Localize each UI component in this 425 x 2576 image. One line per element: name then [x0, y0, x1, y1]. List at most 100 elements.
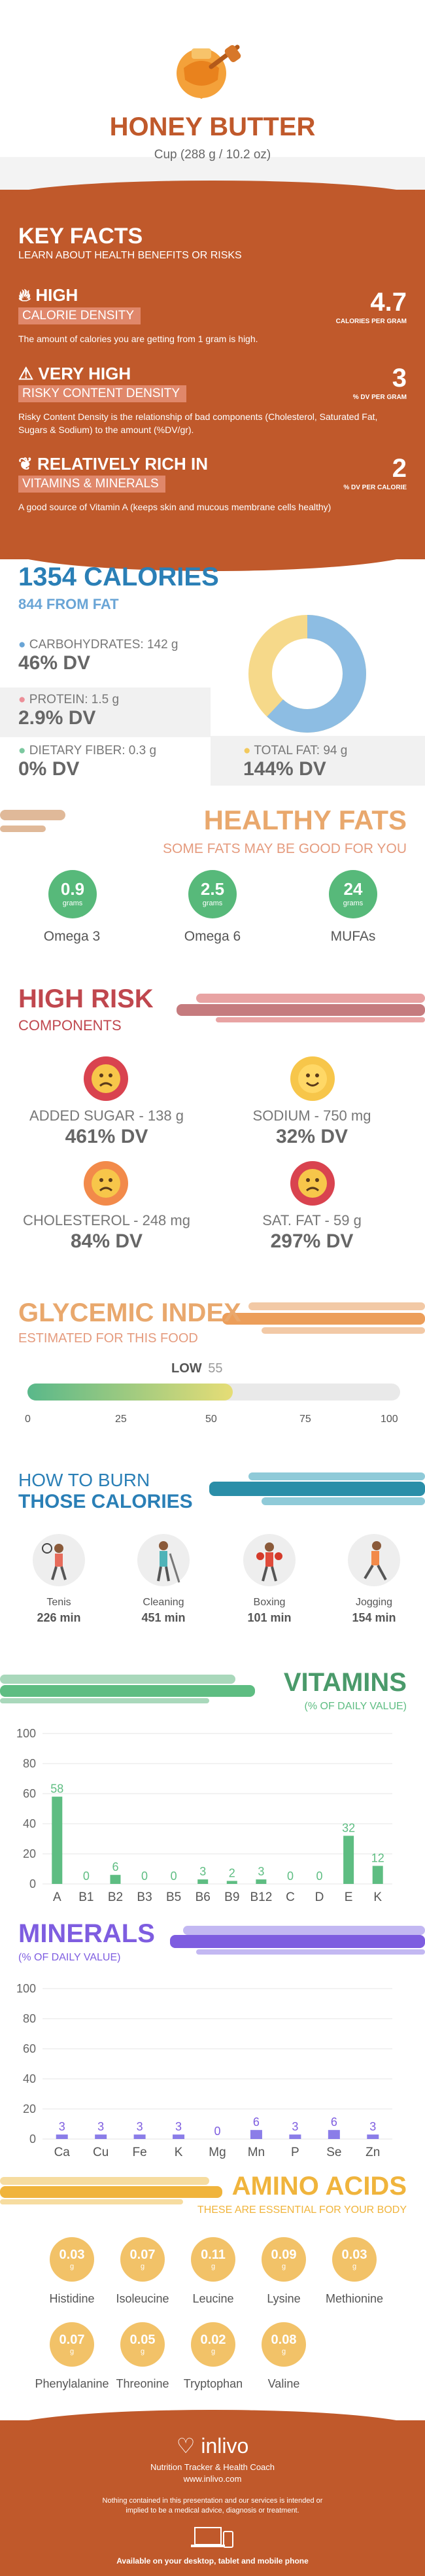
fat-stat-bg — [211, 736, 425, 786]
bar-value-label: 0 — [83, 1870, 90, 1883]
vitamins-title: VITAMINS — [283, 1668, 407, 1697]
amino-unit: g — [281, 2348, 286, 2356]
x-tick-label: Zn — [366, 2146, 380, 2159]
amino-unit: g — [211, 2263, 216, 2271]
glycemic-section: GLYCEMIC INDEX ESTIMATED FOR THIS FOOD L… — [0, 1298, 425, 1449]
bar-Cu — [95, 2134, 107, 2139]
high-risk-title: HIGH RISK — [18, 984, 154, 1013]
key-fact-value: 2 — [392, 454, 407, 483]
bar-A — [52, 1796, 63, 1884]
fiber-stat: ● DIETARY FIBER: 0.3 g 0% DV — [18, 744, 157, 780]
amino-value: 0.11 — [201, 2248, 226, 2262]
amino-value: 0.08 — [271, 2333, 297, 2347]
healthy-fats-title: HEALTHY FATS — [203, 805, 407, 835]
key-fact-desc: A good source of Vitamin A (keeps skin a… — [18, 502, 332, 512]
bar-value-label: 0 — [214, 2125, 220, 2138]
key-fact-label: RISKY CONTENT DENSITY — [18, 385, 187, 402]
x-tick-label: B5 — [166, 1890, 181, 1904]
bar-P — [289, 2134, 301, 2139]
minerals-bar-chart: 0 20 40 60 80 100 3 Ca 3 Cu 3 Fe 3 K 0 Mg 6 Mn 3 P 6 Se 3 Zn — [16, 1982, 392, 2159]
vitamins-bar-chart: 0 20 40 60 80 100 58 A 0 B1 6 B2 0 B3 0 B5 3 B6 2 B9 3 B12 0 C 0… — [16, 1727, 392, 1904]
devices-icon — [190, 2525, 235, 2551]
amino-name: Leucine — [192, 2292, 234, 2305]
y-tick-label: 20 — [23, 2102, 36, 2115]
x-tick-label: B1 — [78, 1890, 94, 1904]
amino-name: Isoleucine — [116, 2292, 169, 2305]
mufa-badge: 24 grams — [329, 870, 377, 918]
x-tick-label: A — [53, 1890, 61, 1904]
amino-unit: g — [352, 2263, 357, 2271]
healthy-fats-subtitle: SOME FATS MAY BE GOOD FOR YOU — [162, 841, 407, 856]
bar-value-label: 3 — [258, 1865, 264, 1878]
amino-badge: 0.11 g — [191, 2237, 235, 2282]
key-facts-section: KEY FACTS LEARN ABOUT HEALTH BENEFITS OR… — [0, 181, 425, 571]
amino-value: 0.07 — [129, 2248, 156, 2262]
x-tick-label: B9 — [224, 1890, 239, 1904]
key-facts-subtitle: LEARN ABOUT HEALTH BENEFITS OR RISKS — [18, 250, 242, 261]
bar-value-label: 3 — [369, 2120, 376, 2133]
amino-section: AMINO ACIDS THESE ARE ESSENTIAL FOR YOUR… — [0, 2172, 425, 2420]
y-tick-label: 100 — [16, 1727, 36, 1740]
gi-tick: 75 — [299, 1414, 311, 1425]
y-tick-label: 0 — [29, 2132, 36, 2146]
leaf-icon: ❦ — [18, 454, 33, 474]
key-fact-value: 4.7 — [370, 288, 407, 317]
page-title: HONEY BUTTER — [109, 113, 316, 141]
sad-face-icon — [84, 1056, 128, 1104]
key-fact-level: VERY HIGH — [38, 364, 131, 383]
gi-tick: 50 — [205, 1414, 217, 1425]
x-tick-label: Mn — [248, 2146, 265, 2159]
glycemic-fill — [27, 1384, 233, 1401]
burn-title: HOW TO BURN — [18, 1470, 150, 1490]
mufa-label: MUFAs — [330, 929, 376, 944]
key-fact-unit: % DV PER GRAM — [352, 394, 407, 401]
key-fact-desc: Risky Content Density is the relationshi… — [18, 411, 378, 435]
sad-face-icon — [290, 1161, 335, 1209]
amino-unit: g — [140, 2263, 145, 2271]
amino-badge: 0.02 g — [191, 2322, 235, 2367]
glycemic-level-readout: LOW 55 — [171, 1361, 223, 1376]
bar-value-label: 32 — [342, 1821, 355, 1834]
bar-value-label: 2 — [229, 1866, 235, 1879]
bar-E — [343, 1836, 354, 1884]
x-tick-label: D — [315, 1890, 324, 1904]
minerals-title: MINERALS — [18, 1919, 155, 1948]
key-fact-level: HIGH — [35, 285, 78, 305]
amino-value: 0.05 — [129, 2333, 156, 2347]
amino-badge: 0.07 g — [120, 2237, 165, 2282]
amino-name: Phenylalanine — [35, 2377, 109, 2390]
x-tick-label: K — [373, 1890, 382, 1904]
amino-title: AMINO ACIDS — [231, 2172, 407, 2201]
omega6-badge: 2.5 grams — [188, 870, 237, 918]
footer-url[interactable]: www.inlivo.com — [183, 2474, 242, 2484]
protein-stat-bg — [0, 688, 211, 737]
x-tick-label: B6 — [196, 1890, 211, 1904]
happy-face-icon — [290, 1056, 335, 1104]
bar-value-label: 58 — [50, 1783, 63, 1796]
x-tick-label: P — [291, 2146, 299, 2159]
amino-unit: g — [211, 2348, 216, 2356]
key-fact-calorie-density: 🔥︎ HIGH CALORIE DENSITY The amount of ca… — [18, 285, 411, 344]
amino-value: 0.02 — [200, 2333, 226, 2347]
vitamins-subtitle: (% OF DAILY VALUE) — [304, 1701, 407, 1712]
y-tick-label: 20 — [23, 1847, 36, 1860]
y-tick-label: 80 — [23, 1757, 36, 1770]
key-fact-desc: The amount of calories you are getting f… — [18, 334, 258, 344]
key-fact-level: RELATIVELY RICH IN — [37, 454, 209, 474]
y-tick-label: 0 — [29, 1877, 36, 1890]
amino-unit: g — [140, 2348, 145, 2356]
heart-icon: ♡ — [176, 2434, 196, 2458]
bar-value-label: 12 — [371, 1851, 384, 1864]
high-risk-section: HIGH RISK COMPONENTS ADDED SUGAR - 138 g… — [0, 984, 425, 1282]
bar-Fe — [133, 2134, 146, 2139]
gi-tick: 0 — [25, 1414, 31, 1425]
x-tick-label: Mg — [209, 2146, 226, 2159]
y-tick-label: 80 — [23, 2012, 36, 2025]
gi-tick: 100 — [381, 1414, 398, 1425]
omega3-badge: 0.9 grams — [48, 870, 97, 918]
fat-stat: ● TOTAL FAT: 94 g 144% DV — [243, 744, 348, 780]
x-tick-label: E — [345, 1890, 353, 1904]
x-tick-label: K — [175, 2146, 183, 2159]
gi-tick: 25 — [115, 1414, 127, 1425]
y-tick-label: 60 — [23, 2042, 36, 2055]
